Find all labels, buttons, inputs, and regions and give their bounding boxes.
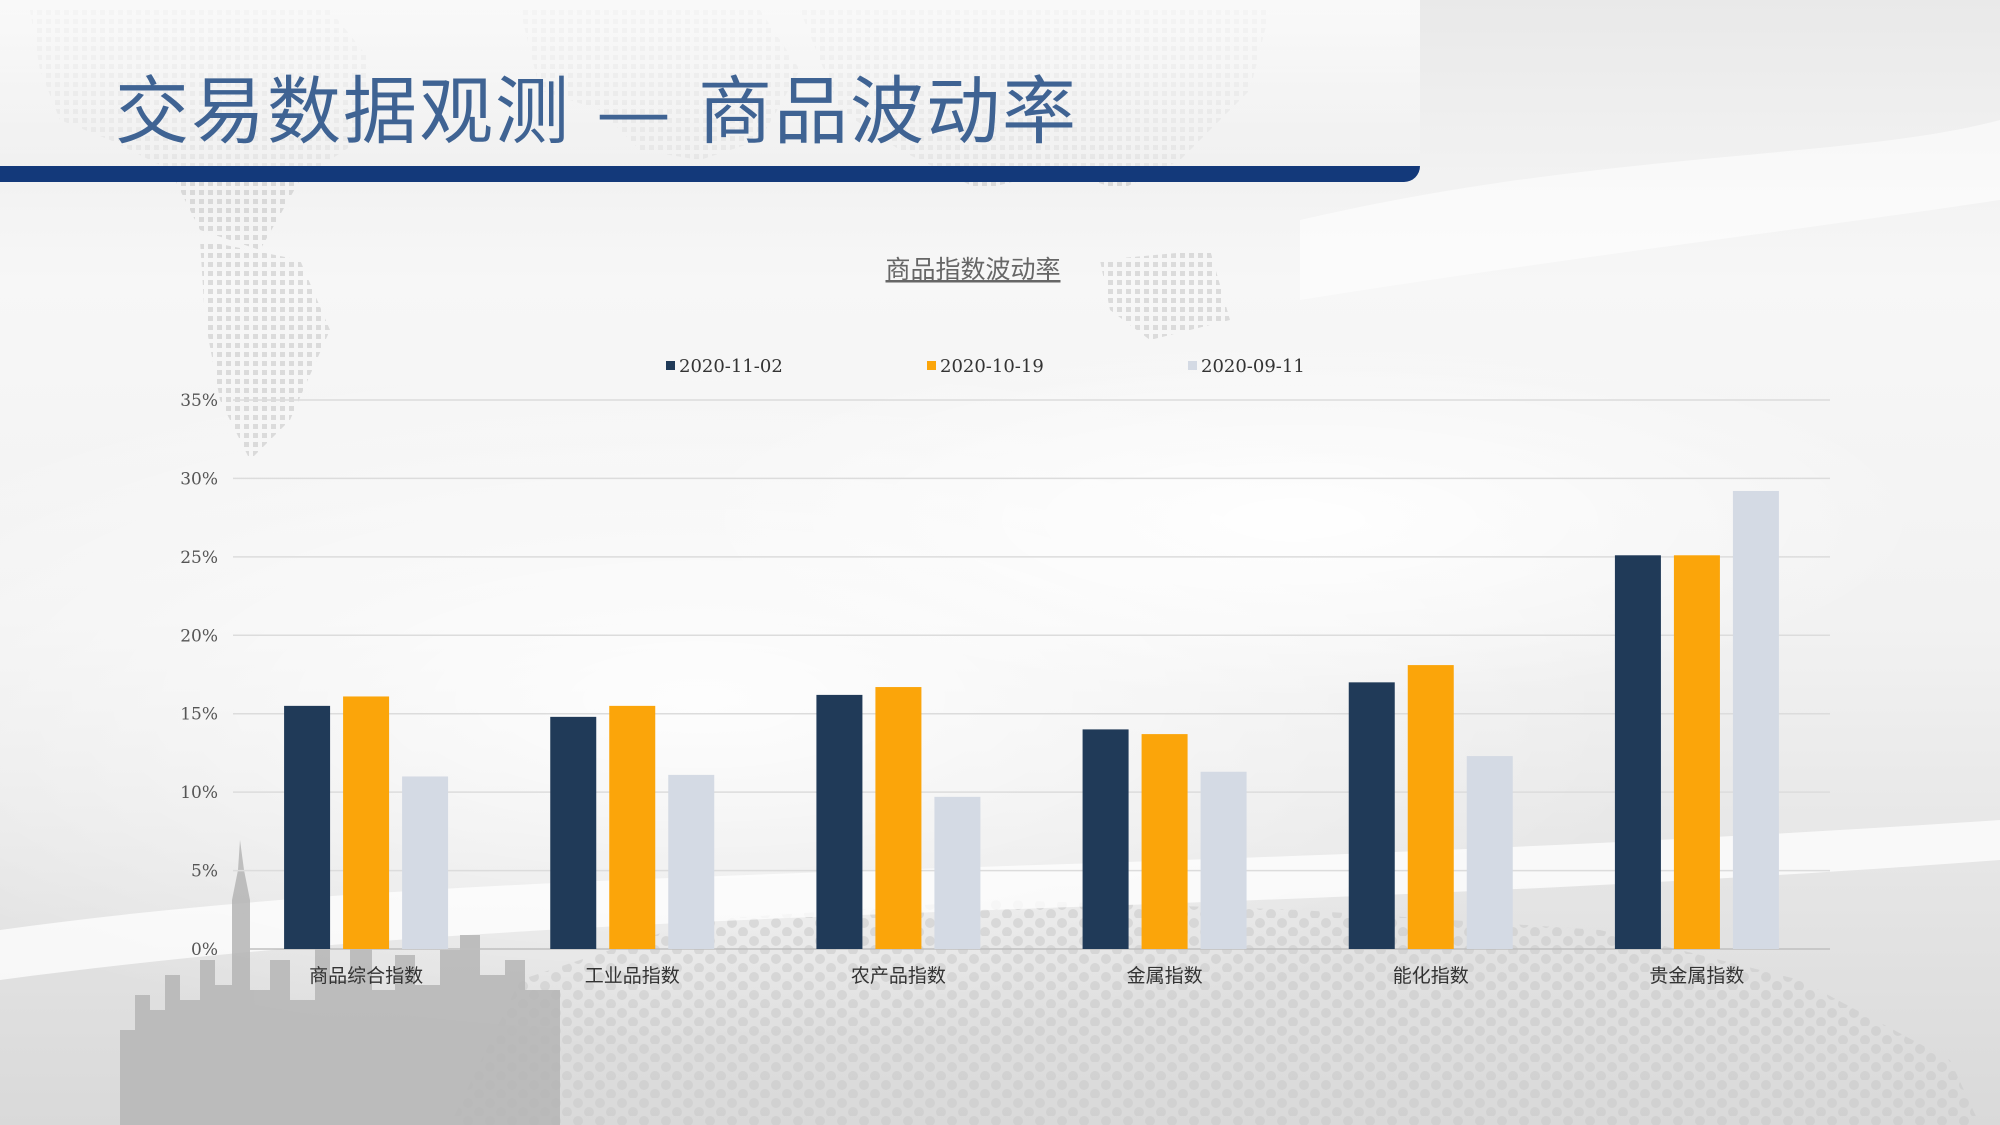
y-tick-label: 5%	[191, 862, 218, 882]
bar-2-3	[875, 687, 922, 949]
city-skyline	[120, 840, 560, 1125]
bar-3-5	[1466, 756, 1513, 949]
title-band	[0, 0, 1420, 168]
y-tick-label: 25%	[180, 548, 218, 568]
bar-1-1	[284, 705, 331, 949]
hex-dot-pattern	[450, 900, 1980, 1125]
y-tick-label: 35%	[180, 391, 218, 411]
y-tick-label: 15%	[180, 705, 218, 725]
bar-2-1	[343, 696, 390, 949]
legend-label: 2020-09-11	[1201, 356, 1305, 377]
x-category-label: 能化指数	[1393, 965, 1469, 987]
slide-title: 交易数据观测 — 商品波动率	[115, 69, 1079, 155]
bar-1-2	[550, 716, 597, 949]
y-tick-label: 30%	[180, 469, 218, 489]
x-category-label: 金属指数	[1127, 965, 1203, 987]
legend-swatch	[666, 361, 675, 370]
x-category-label: 农产品指数	[851, 965, 946, 987]
x-category-label: 商品综合指数	[309, 965, 423, 987]
y-tick-label: 10%	[180, 783, 218, 803]
bar-1-3	[816, 694, 863, 949]
bar-2-4	[1141, 734, 1188, 949]
light-streak	[1300, 120, 2000, 300]
legend-swatch	[927, 361, 936, 370]
x-category-label: 工业品指数	[585, 965, 680, 987]
y-tick-label: 0%	[191, 940, 218, 960]
bar-3-3	[934, 796, 981, 949]
bar-3-1	[402, 776, 449, 949]
x-category-label: 贵金属指数	[1649, 965, 1744, 987]
chart-gridlines	[233, 399, 1830, 950]
title-underline-bar	[0, 166, 1420, 182]
bar-2-5	[1407, 665, 1454, 949]
legend-label: 2020-11-02	[679, 356, 783, 377]
y-tick-label: 20%	[180, 626, 218, 646]
chart-legend: 2020-11-02 2020-10-19 2020-09-11	[666, 356, 1305, 377]
bar-3-4	[1200, 771, 1247, 949]
chart-bars	[284, 490, 1779, 949]
legend-label: 2020-10-19	[940, 356, 1044, 377]
bar-1-4	[1082, 729, 1129, 949]
bar-3-2	[668, 774, 715, 949]
x-axis: 商品综合指数 工业品指数 农产品指数 金属指数 能化指数 贵金属指数	[309, 965, 1744, 987]
bar-3-6	[1732, 490, 1779, 949]
bar-2-6	[1673, 555, 1720, 949]
bar-2-2	[609, 705, 656, 949]
bar-1-6	[1614, 555, 1661, 949]
y-axis: 0% 5% 10% 15% 20% 25% 30% 35%	[180, 391, 218, 960]
chart-title: 商品指数波动率	[885, 255, 1060, 284]
bar-1-5	[1348, 682, 1395, 949]
legend-swatch	[1188, 361, 1197, 370]
